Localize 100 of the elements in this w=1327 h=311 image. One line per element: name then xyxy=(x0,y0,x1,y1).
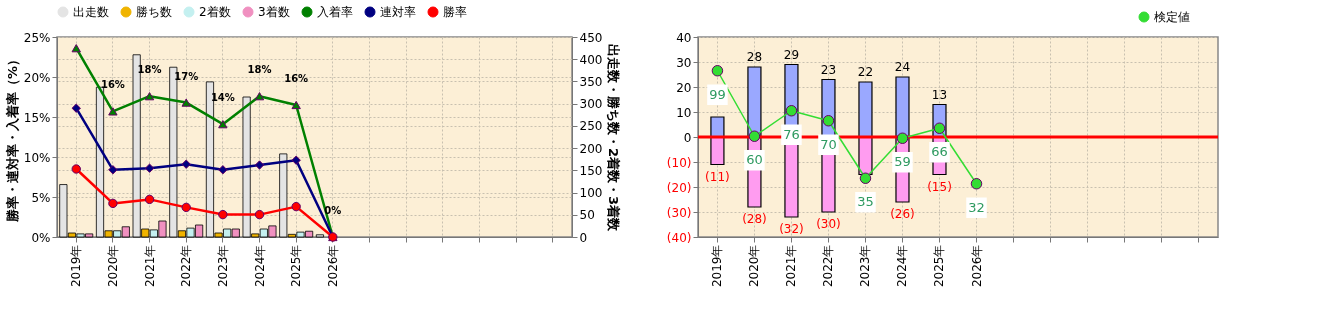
data-label: 13 xyxy=(931,87,948,102)
y-tick-label: 5% xyxy=(31,190,51,205)
data-label: 16% xyxy=(100,79,125,91)
point xyxy=(291,201,301,212)
bar xyxy=(710,136,725,166)
data-label: 24 xyxy=(894,60,911,74)
point xyxy=(218,165,228,175)
annotation: 76 xyxy=(783,126,800,142)
y-tick-label: (40) xyxy=(666,230,692,245)
point xyxy=(108,165,118,175)
y-tick-label: 15% xyxy=(23,110,51,125)
annotation: 66 xyxy=(931,144,948,160)
y2-tick-label: 300 xyxy=(579,97,603,112)
data-label: (30) xyxy=(816,217,841,231)
point xyxy=(71,164,81,174)
y2-tick-label: 0 xyxy=(579,230,588,245)
point xyxy=(933,122,946,134)
point xyxy=(181,202,191,213)
x-tick-label: 2024年 xyxy=(252,244,267,288)
y2-tick-label: 50 xyxy=(579,208,595,223)
point xyxy=(144,92,155,101)
data-label: 23 xyxy=(820,62,837,77)
x-tick-label: 2024年 xyxy=(895,244,910,288)
legend-label: 出走数 xyxy=(73,5,109,19)
point xyxy=(291,100,301,110)
data-label: 16% xyxy=(284,73,309,84)
y2-axis-title: 出走数・勝ち数・2着数・3着数 xyxy=(606,43,622,233)
y2-tick-label: 200 xyxy=(579,141,603,156)
y-tick-label: 20% xyxy=(23,70,51,85)
y2-tick-label: 250 xyxy=(579,119,603,134)
annotation: 32 xyxy=(968,199,985,215)
x-tick-label: 2019年 xyxy=(710,244,725,288)
y-axis-title: 勝率・連対率・入着率（%） xyxy=(4,52,20,224)
y2-tick-label: 450 xyxy=(579,30,603,45)
data-label: 28 xyxy=(746,50,763,64)
point xyxy=(144,163,155,173)
legend-label: 2着数 xyxy=(199,5,231,19)
data-label: (28) xyxy=(742,212,767,226)
data-label: 18% xyxy=(247,64,272,76)
point xyxy=(181,159,191,169)
y-tick-label: 0% xyxy=(31,230,51,245)
x-tick-label: 2026年 xyxy=(325,244,340,288)
y2-tick-label: 350 xyxy=(579,74,603,89)
data-label: (26) xyxy=(890,207,915,221)
x-tick-label: 2026年 xyxy=(969,244,984,288)
y-tick-label: 10 xyxy=(676,105,692,120)
annotation: 35 xyxy=(857,194,874,210)
annotation: 70 xyxy=(820,136,837,152)
x-tick-label: 2019年 xyxy=(69,244,84,288)
y-tick-label: 30 xyxy=(676,55,692,70)
data-label: (11) xyxy=(705,169,730,184)
x-tick-label: 2025年 xyxy=(932,244,947,288)
point xyxy=(291,155,301,165)
point xyxy=(218,209,228,220)
y2-tick-label: 150 xyxy=(579,163,603,178)
y-tick-label: (20) xyxy=(666,180,692,195)
point xyxy=(254,160,265,170)
point xyxy=(254,92,265,101)
y-tick-label: (30) xyxy=(666,205,692,220)
x-tick-label: 2022年 xyxy=(179,244,194,288)
y-tick-label: 0 xyxy=(683,130,692,145)
data-label: 29 xyxy=(783,47,800,62)
x-tick-label: 2025年 xyxy=(289,244,304,288)
legend-label: 勝率 xyxy=(443,5,467,19)
point xyxy=(822,115,835,127)
annotation: 60 xyxy=(746,152,763,168)
bar xyxy=(858,81,873,138)
y-tick-label: 40 xyxy=(676,30,692,45)
point xyxy=(108,198,118,209)
x-tick-label: 2021年 xyxy=(142,244,157,288)
x-tick-label: 2023年 xyxy=(215,244,230,288)
y-tick-label: 10% xyxy=(23,150,51,165)
point xyxy=(254,209,265,220)
x-tick-label: 2020年 xyxy=(105,244,120,288)
point xyxy=(748,130,761,142)
point xyxy=(71,103,81,113)
y-tick-label: (10) xyxy=(666,155,692,170)
x-tick-label: 2023年 xyxy=(858,244,873,288)
x-tick-label: 2021年 xyxy=(784,244,799,288)
y-tick-label: 20 xyxy=(676,80,692,95)
legend-label: 勝ち数 xyxy=(136,5,172,19)
data-label: (15) xyxy=(927,179,952,194)
legend-label: 入着率 xyxy=(317,5,353,19)
point xyxy=(896,132,909,144)
point xyxy=(970,178,983,190)
legend-label: 検定値 xyxy=(1154,10,1190,24)
point xyxy=(218,120,228,129)
y-tick-label: 25% xyxy=(23,30,51,45)
data-label: (32) xyxy=(779,222,804,236)
point xyxy=(108,107,118,116)
x-tick-label: 2022年 xyxy=(821,244,836,288)
point xyxy=(785,105,798,117)
x-tick-label: 2020年 xyxy=(747,244,762,288)
point xyxy=(144,194,155,205)
legend-label: 連対率 xyxy=(380,5,416,19)
point xyxy=(859,172,872,184)
point xyxy=(71,44,81,53)
data-label: 17% xyxy=(174,70,199,82)
bar xyxy=(895,76,910,138)
bar xyxy=(747,66,762,138)
